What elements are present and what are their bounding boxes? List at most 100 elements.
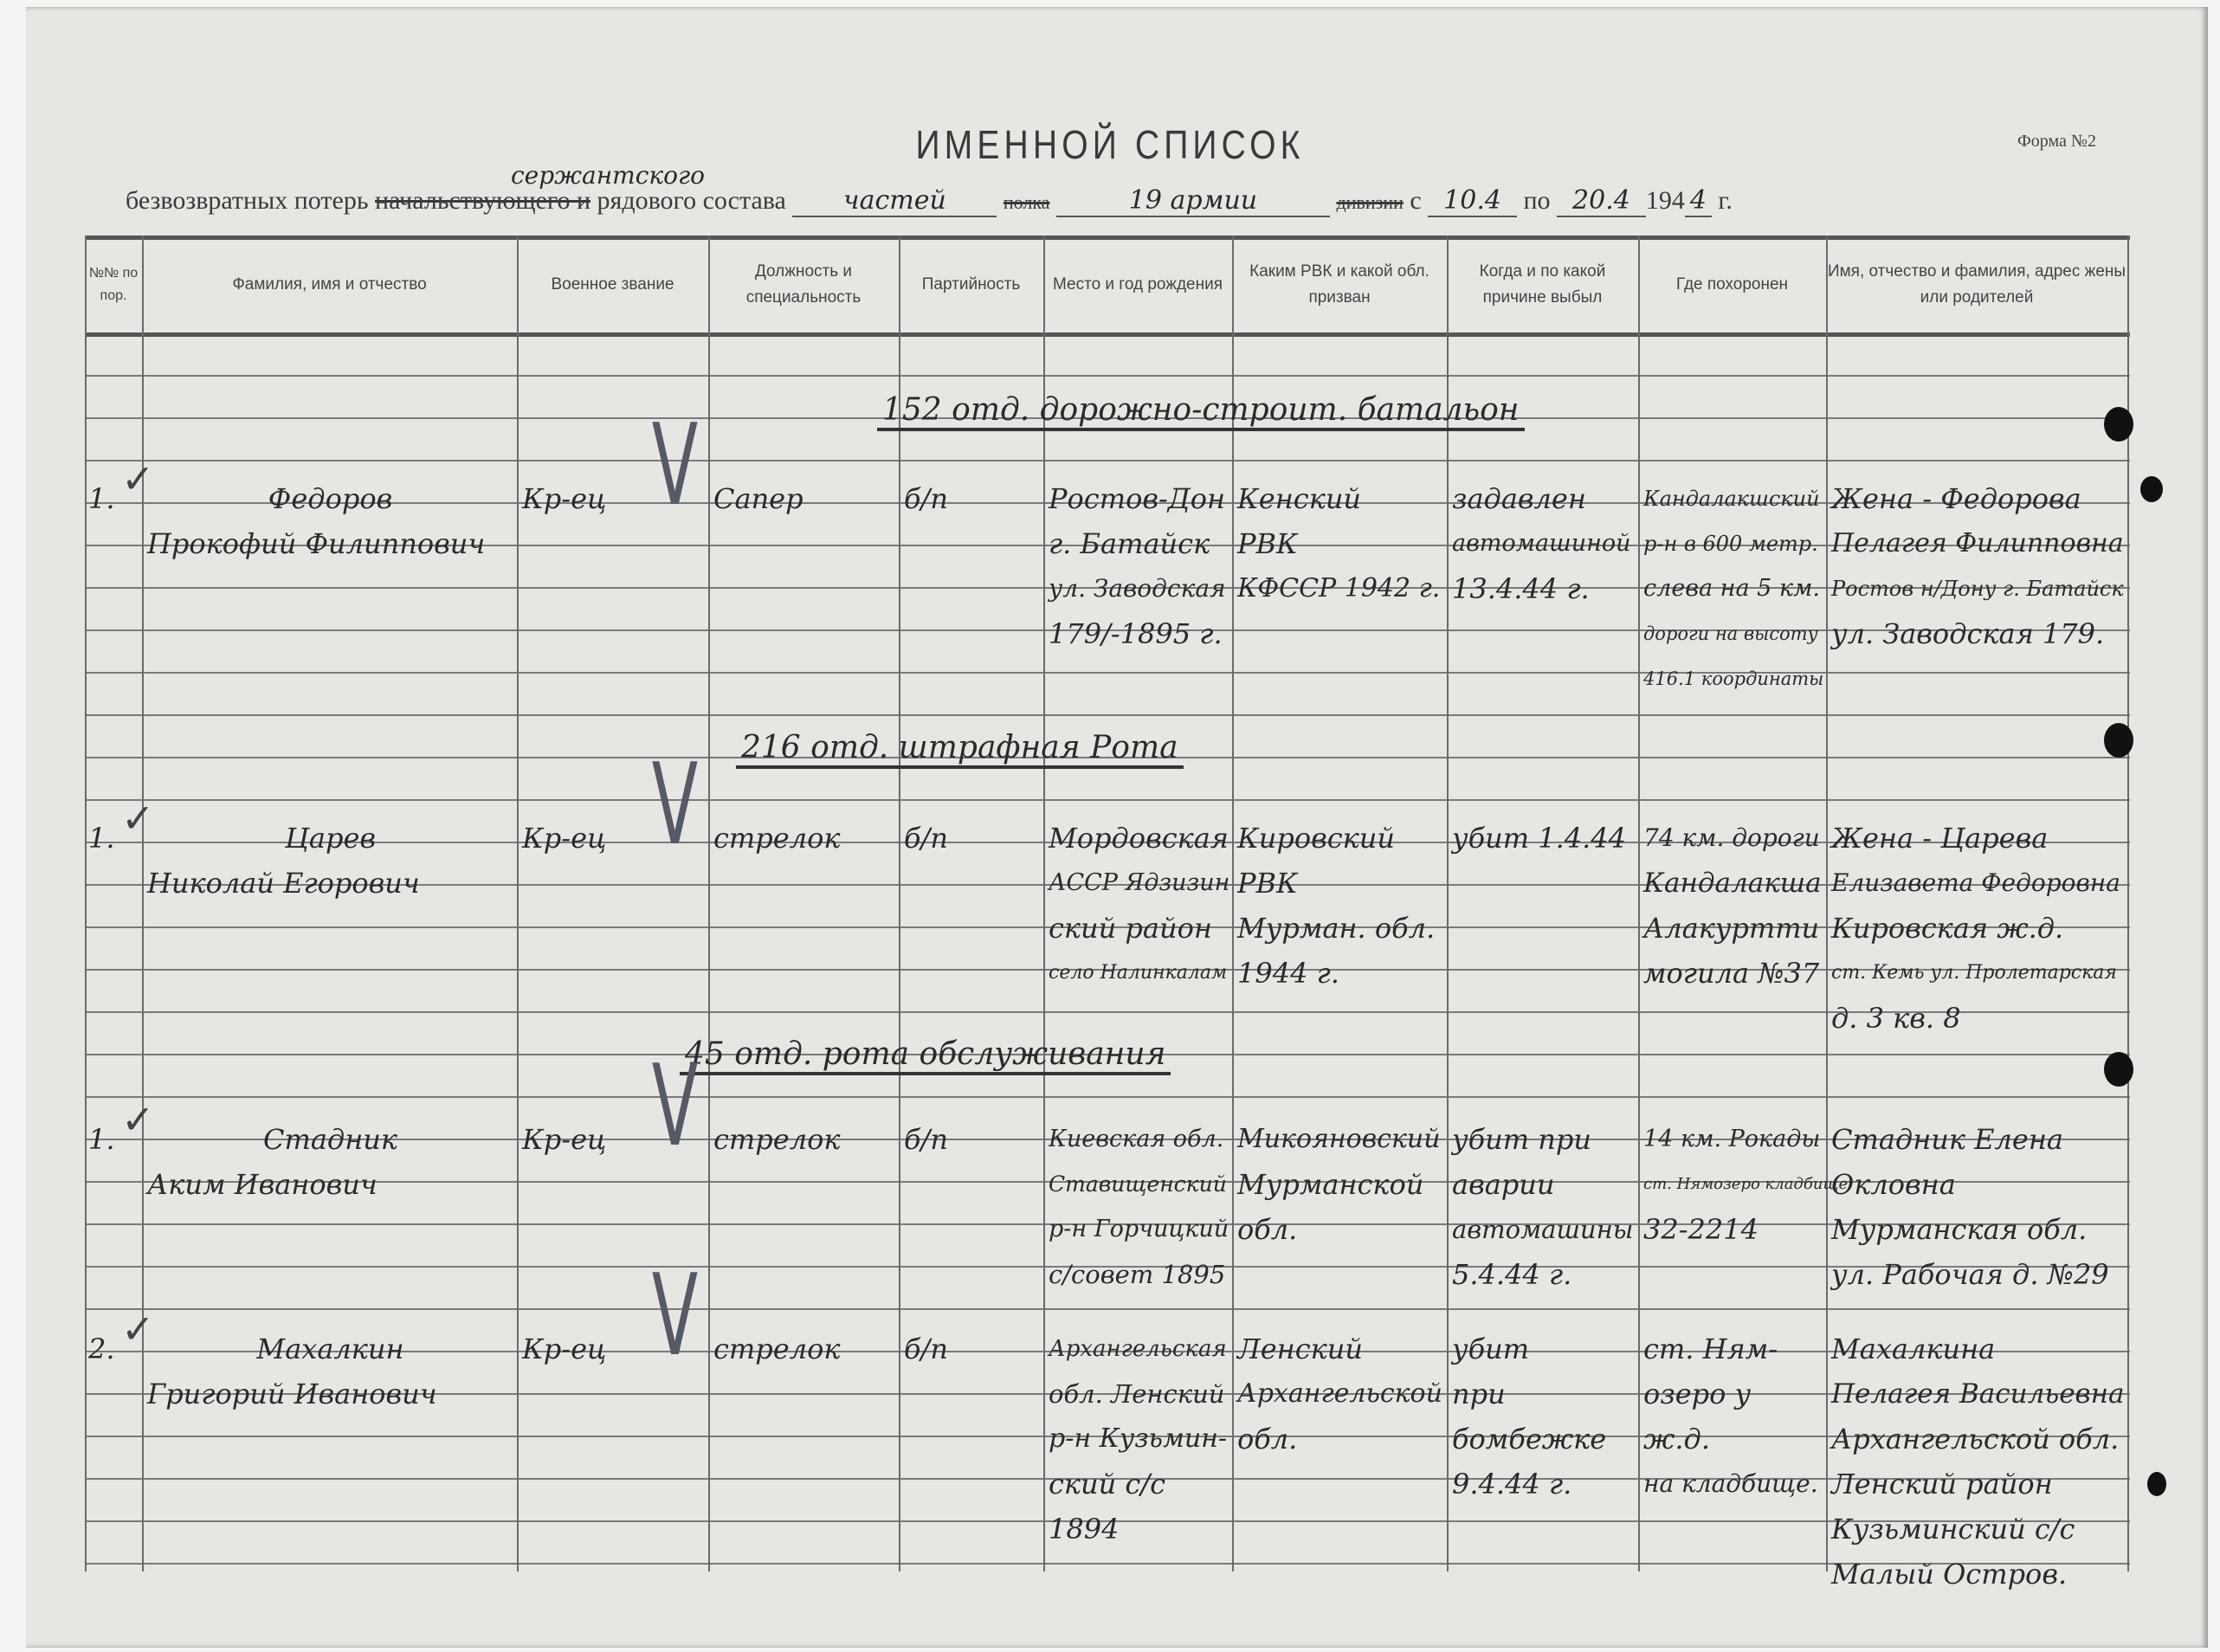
entry-number: 2. [88, 1333, 115, 1365]
ruled-line [85, 714, 2130, 716]
ruled-line [85, 757, 2130, 758]
struck-division: дивизии [1336, 191, 1404, 213]
section-title: 152 отд. дорожно-строит. батальон [877, 392, 1525, 431]
from-date: 10.4 [1428, 185, 1517, 217]
to-date: 20.4 [1557, 185, 1646, 217]
cell-buried: 74 км. дороги [1643, 823, 1820, 852]
column-header: Должность и специальность [745, 262, 862, 307]
punch-hole [2147, 1472, 2166, 1496]
cell-rvk: КФССР 1942 г. [1237, 573, 1441, 603]
cell-birth: ул. Заводская [1049, 574, 1226, 603]
cell-buried: р-н в 600 метр. [1643, 532, 1818, 556]
cell-relatives: ул. Заводская 179. [1831, 617, 2105, 650]
cell-rank: Кр-ец [522, 822, 607, 855]
cell-party: б/п [904, 822, 948, 855]
cell-when: 9.4.44 г. [1452, 1468, 1572, 1500]
cell-name: Царев [284, 822, 377, 855]
header-bottom-rule [85, 332, 2130, 337]
ruled-line [85, 1351, 2130, 1352]
cell-birth: р-н Кузьмин- [1049, 1423, 1228, 1454]
cell-rvk: Кенский [1237, 482, 1362, 515]
cell-name: Федоров [268, 482, 393, 515]
year-digit: 4 [1684, 185, 1712, 217]
ruled-line [85, 672, 2130, 674]
cell-relatives: Пелагея Филипповна [1831, 528, 2124, 558]
column-header: Имя, отчество и фамилия, адрес жены или … [1827, 262, 2126, 307]
cell-buried: Алакуртти [1643, 912, 1820, 945]
section-title: 216 отд. штрафная Рота [736, 730, 1184, 769]
cell-rvk: Мурманской [1237, 1168, 1424, 1201]
cell-birth: Киевская обл. [1049, 1126, 1224, 1152]
column-header: Фамилия, имя и отчество [232, 275, 427, 294]
cell-relatives: Мурманская обл. [1831, 1213, 2088, 1246]
column-divider [142, 236, 144, 1571]
ruled-line [85, 884, 2130, 886]
cell-when: убит 1.4.44 [1452, 822, 1626, 855]
ruled-line [85, 1520, 2130, 1522]
entry-number: 1. [88, 482, 115, 515]
cell-rvk: 1944 г. [1237, 957, 1339, 990]
cell-buried: ж.д. [1643, 1423, 1710, 1455]
cell-party: б/п [904, 1333, 948, 1365]
cell-name: Аким Иванович [147, 1168, 378, 1201]
cell-birth: ский с/с [1049, 1468, 1166, 1500]
ruled-line [85, 1096, 2130, 1098]
cell-relatives: Елизавета Федоровна [1831, 868, 2120, 897]
cell-birth: обл. Ленский [1049, 1379, 1225, 1409]
column-divider [1232, 236, 1234, 1571]
ruled-line [85, 1308, 2130, 1310]
document-title: ИМЕННОЙ СПИСОК [915, 122, 1305, 167]
cell-birth: Ставищенский [1049, 1171, 1227, 1197]
column-divider [1638, 236, 1640, 1571]
cell-when: убит [1452, 1333, 1530, 1365]
cell-rank: Кр-ец [522, 1333, 607, 1365]
column-divider [899, 236, 900, 1571]
cell-buried: 32-2214 [1643, 1213, 1759, 1246]
ruled-line [85, 1266, 2130, 1268]
cell-when: 13.4.44 г. [1452, 572, 1590, 605]
cell-when: при [1452, 1378, 1506, 1410]
to-label: по [1523, 186, 1551, 215]
punch-hole [2104, 723, 2133, 758]
cell-position: стрелок [713, 822, 841, 855]
column-divider [85, 236, 87, 1571]
cell-birth: г. Батайск [1049, 527, 1210, 560]
column-header: №№ по пор. [88, 266, 139, 303]
cell-relatives: Ленский район [1831, 1468, 2053, 1500]
ruled-line [85, 799, 2130, 801]
column-divider [1826, 236, 1828, 1571]
column-header: Партийность [921, 275, 1021, 294]
year-suffix: г. [1718, 186, 1733, 215]
cell-buried: 14 км. Рокады [1643, 1126, 1821, 1152]
entry-number: 1. [88, 822, 115, 855]
column-divider [1043, 236, 1045, 1571]
cell-birth: Ростов-Дон [1049, 482, 1226, 515]
check-mark-icon: ✓ [121, 797, 155, 841]
cell-position: стрелок [713, 1123, 841, 1156]
ruled-line [85, 587, 2130, 589]
column-header: Где похоронен [1675, 275, 1789, 294]
ruled-line [85, 1436, 2130, 1437]
column-divider [1447, 236, 1449, 1571]
cell-rvk: РВК [1237, 527, 1298, 560]
cell-buried: на кладбище. [1643, 1469, 1818, 1498]
cell-birth: село Налинкалам [1049, 962, 1228, 984]
cell-buried: слева на 5 км. [1643, 575, 1821, 602]
verified-mark-icon: V [651, 1040, 699, 1171]
cell-birth: Архангельская [1049, 1336, 1227, 1362]
cell-buried: Кандалакшский [1643, 487, 1820, 511]
check-mark-icon: ✓ [121, 457, 155, 501]
from-label: с [1410, 186, 1422, 215]
cell-rank: Кр-ец [522, 482, 607, 515]
cell-relatives: Пелагея Васильевна [1831, 1378, 2125, 1410]
cell-position: стрелок [713, 1333, 841, 1365]
cell-buried: озеро у [1643, 1378, 1752, 1410]
ruled-line [85, 460, 2130, 461]
subtitle-middle: рядового состава [597, 186, 786, 215]
handwritten-category: сержантского [511, 161, 705, 190]
cell-rvk: обл. [1237, 1213, 1298, 1246]
cell-relatives: Махалкина [1831, 1333, 1996, 1365]
ruled-line [85, 1563, 2130, 1565]
cell-party: б/п [904, 1123, 948, 1156]
check-mark-icon: ✓ [121, 1098, 155, 1142]
